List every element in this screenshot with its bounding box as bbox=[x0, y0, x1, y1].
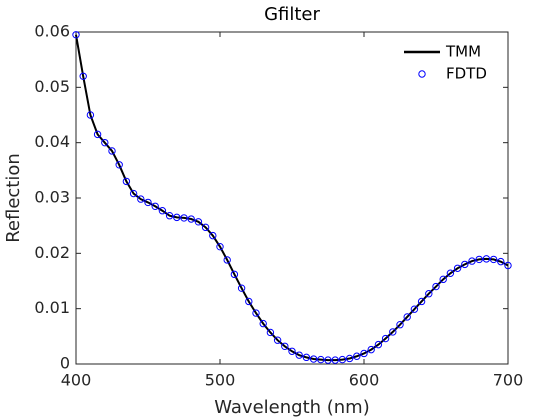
data-point bbox=[302, 353, 311, 362]
data-point bbox=[331, 356, 339, 364]
data-point bbox=[151, 202, 159, 211]
data-point bbox=[230, 270, 239, 279]
data-point bbox=[367, 345, 375, 354]
data-point bbox=[410, 305, 419, 313]
data-point bbox=[360, 349, 368, 358]
data-point bbox=[439, 275, 447, 284]
data-point bbox=[101, 138, 109, 147]
y-tick-label: 0.02 bbox=[34, 243, 70, 262]
data-point bbox=[72, 31, 80, 39]
data-point bbox=[144, 198, 152, 207]
data-point bbox=[129, 189, 138, 198]
data-point bbox=[201, 223, 210, 232]
y-tick-label: 0.04 bbox=[34, 132, 70, 151]
data-point bbox=[432, 282, 440, 291]
data-point bbox=[281, 342, 289, 350]
data-point bbox=[252, 309, 260, 317]
legend-marker bbox=[418, 70, 426, 78]
data-point bbox=[93, 130, 102, 139]
data-point bbox=[165, 212, 174, 220]
legend-label: FDTD bbox=[446, 65, 487, 83]
data-point bbox=[345, 354, 354, 363]
y-tick-label: 0.06 bbox=[34, 22, 70, 41]
data-point bbox=[173, 213, 181, 222]
data-point bbox=[453, 264, 462, 272]
y-axis-label: Reflection bbox=[3, 153, 24, 243]
data-point bbox=[86, 111, 95, 119]
data-point bbox=[461, 260, 469, 269]
y-tick-label: 0.01 bbox=[34, 298, 70, 317]
data-point bbox=[245, 297, 253, 306]
x-tick-label: 600 bbox=[349, 371, 380, 390]
data-point bbox=[79, 72, 87, 80]
data-point bbox=[497, 257, 505, 266]
data-point bbox=[187, 215, 195, 223]
data-point bbox=[223, 256, 231, 264]
data-point bbox=[417, 297, 426, 306]
x-tick-label: 700 bbox=[493, 371, 524, 390]
data-point bbox=[266, 328, 275, 337]
data-point bbox=[425, 290, 433, 298]
data-point bbox=[504, 261, 512, 270]
data-point bbox=[353, 352, 361, 360]
data-point bbox=[489, 255, 498, 264]
data-point bbox=[338, 355, 347, 364]
x-axis-label: Wavelength (nm) bbox=[214, 397, 370, 418]
data-point bbox=[259, 319, 267, 328]
data-point bbox=[115, 161, 123, 169]
x-tick-label: 400 bbox=[61, 371, 92, 390]
data-point bbox=[194, 218, 203, 226]
data-point bbox=[180, 214, 188, 222]
data-point bbox=[295, 351, 303, 359]
data-point bbox=[317, 355, 325, 364]
data-point bbox=[482, 255, 491, 263]
data-point bbox=[475, 255, 483, 264]
data-point bbox=[216, 242, 224, 251]
data-point bbox=[403, 313, 411, 321]
data-point bbox=[446, 269, 455, 277]
data-point bbox=[374, 340, 383, 349]
data-point bbox=[158, 207, 167, 215]
data-point bbox=[122, 177, 131, 186]
data-point bbox=[381, 334, 390, 343]
data-point bbox=[108, 147, 116, 155]
legend-label: TMM bbox=[445, 43, 481, 61]
x-tick-label: 500 bbox=[205, 371, 236, 390]
y-tick-label: 0.03 bbox=[34, 188, 70, 207]
data-point bbox=[209, 231, 217, 240]
y-tick-label: 0 bbox=[60, 354, 70, 373]
plot-area bbox=[75, 31, 509, 365]
data-point bbox=[273, 336, 282, 344]
data-point bbox=[137, 195, 145, 203]
data-line bbox=[75, 34, 509, 362]
data-point bbox=[324, 356, 332, 364]
data-point bbox=[396, 321, 404, 329]
data-point bbox=[288, 347, 296, 355]
data-point bbox=[389, 328, 397, 336]
data-point bbox=[309, 355, 318, 363]
data-point bbox=[468, 257, 476, 265]
data-point bbox=[237, 284, 246, 292]
y-tick-label: 0.05 bbox=[34, 77, 70, 96]
chart-title: Gfilter bbox=[264, 4, 320, 25]
